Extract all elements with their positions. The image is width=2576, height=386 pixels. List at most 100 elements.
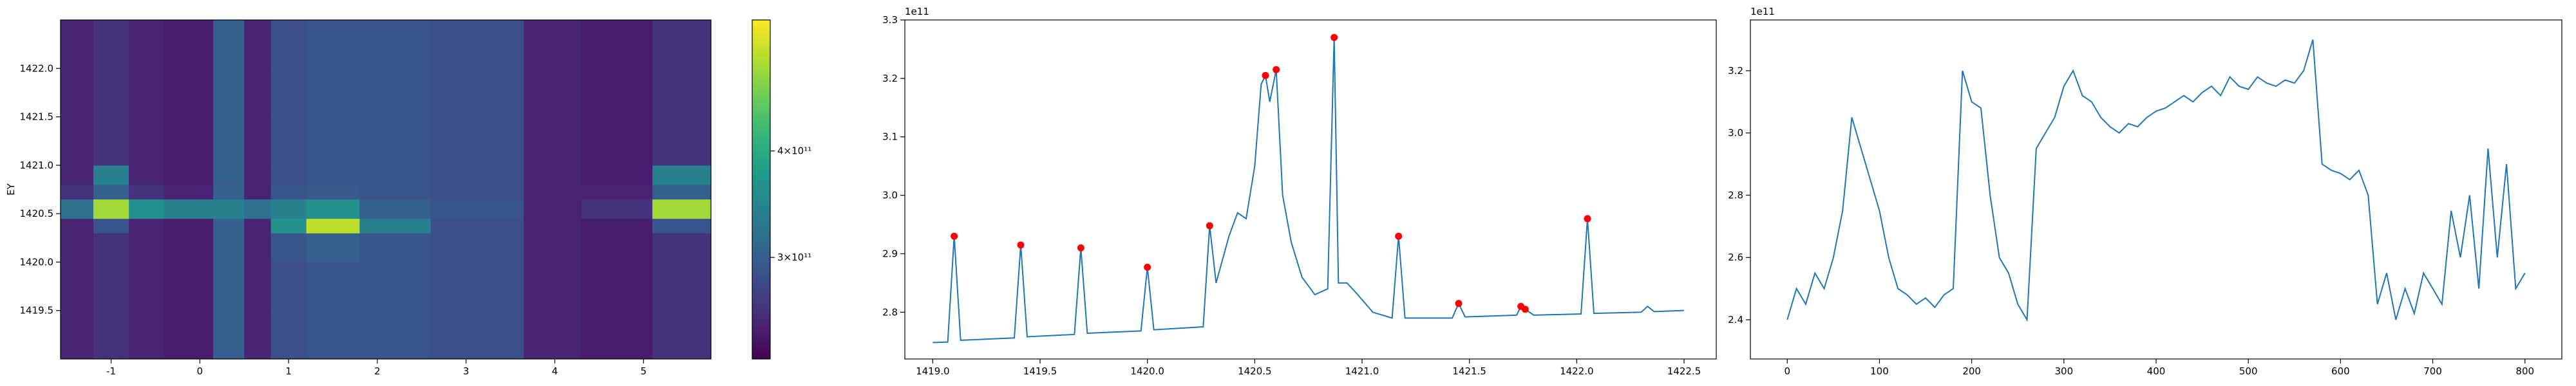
- heatmap-cell: [129, 116, 165, 166]
- heatmap-cell: [359, 310, 431, 360]
- peak-marker: [1077, 244, 1084, 252]
- heatmap-cell: [652, 116, 712, 166]
- heatmap-cell: [213, 184, 245, 200]
- heatmap-cell: [129, 218, 165, 234]
- heatmap-cell: [524, 233, 582, 262]
- heatmap-cell: [306, 165, 360, 185]
- heatmap-cell: [61, 184, 94, 200]
- peak-marker: [1395, 232, 1403, 240]
- heatmap-cell: [652, 20, 712, 69]
- peak-marker: [1455, 300, 1463, 308]
- x-tick-label: 400: [2147, 365, 2166, 377]
- heatmap-cell: [61, 68, 94, 118]
- heatmap-cell: [129, 184, 165, 200]
- data-line: [1786, 39, 2526, 322]
- x-tick-label: 3: [463, 365, 469, 377]
- heatmap-cell: [430, 68, 524, 118]
- heatmap-cell: [270, 68, 307, 118]
- y-axis-label: EY: [5, 183, 17, 195]
- heatmap-cell: [359, 116, 431, 166]
- heatmap-cell: [524, 184, 582, 200]
- heatmap-cell: [129, 20, 165, 69]
- heatmap-cell: [524, 262, 582, 311]
- x-tick-label: 1422.5: [1667, 365, 1701, 377]
- x-tick-label: 1420.5: [1238, 365, 1272, 377]
- peak-marker: [1521, 306, 1529, 313]
- heatmap-cell: [213, 310, 245, 360]
- heatmap-cell: [61, 262, 94, 311]
- y-tick-label: 3.0: [882, 190, 898, 201]
- heatmap-cell: [93, 68, 129, 118]
- heatmap-cell: [129, 165, 165, 185]
- heatmap-cell: [164, 233, 214, 262]
- heatmap-cell: [129, 310, 165, 360]
- heatmap-cell: [430, 165, 524, 185]
- heatmap-cell: [213, 199, 245, 219]
- heatmap-cell: [244, 199, 272, 219]
- heatmap-cell: [164, 218, 214, 234]
- heatmap-cell: [359, 184, 431, 200]
- heatmap-cell: [306, 233, 360, 262]
- heatmap-cell: [213, 262, 245, 311]
- heatmap-cell: [524, 68, 582, 118]
- heatmap-cell: [524, 116, 582, 166]
- heatmap-cell: [430, 262, 524, 311]
- y-tick-label: 2.9: [882, 248, 898, 259]
- x-tick-label: 700: [2423, 365, 2442, 377]
- x-tick-label: 600: [2331, 365, 2350, 377]
- heatmap-cell: [652, 233, 712, 262]
- heatmap-cell: [359, 165, 431, 185]
- heatmap-cell: [581, 68, 653, 118]
- x-tick-label: -1: [106, 365, 116, 377]
- axes-frame: [60, 19, 712, 360]
- heatmap-cell: [306, 20, 360, 69]
- y-offset-label: 1e11: [905, 6, 929, 17]
- x-tick-label: 100: [1870, 365, 1889, 377]
- x-tick-label: 500: [2239, 365, 2258, 377]
- heatmap-cell: [581, 199, 653, 219]
- heatmap-cell: [306, 184, 360, 200]
- y-tick-label: 2.4: [1728, 314, 1743, 326]
- heatmap-cell: [306, 218, 360, 234]
- heatmap-cell: [581, 233, 653, 262]
- heatmap-cell: [270, 165, 307, 185]
- heatmap-cell: [306, 68, 360, 118]
- heatmap-cell: [164, 165, 214, 185]
- heatmap-cell: [213, 20, 245, 69]
- heatmap-cell: [524, 310, 582, 360]
- heatmap-cell: [581, 165, 653, 185]
- colorbar-tick-label: 3×10¹¹: [777, 252, 811, 263]
- peak-marker: [1206, 222, 1213, 230]
- y-offset-label: 1e11: [1750, 6, 1775, 17]
- y-tick-label: 1419.5: [20, 305, 54, 317]
- heatmap-cell: [244, 116, 272, 166]
- x-tick-label: 1419.0: [916, 365, 950, 377]
- y-tick-label: 3.0: [1728, 127, 1743, 139]
- y-tick-label: 1420.5: [20, 208, 54, 219]
- x-tick-label: 800: [2515, 365, 2534, 377]
- heatmap-cell: [93, 20, 129, 69]
- heatmap-cell: [244, 218, 272, 234]
- heatmap-cell: [61, 20, 94, 69]
- heatmap-cell: [581, 262, 653, 311]
- y-tick-label: 3.3: [882, 14, 898, 26]
- peak-marker: [1262, 71, 1269, 79]
- heatmap-cell: [581, 310, 653, 360]
- heatmap-cell: [61, 199, 94, 219]
- heatmap-cell: [306, 116, 360, 166]
- x-tick-label: 300: [2054, 365, 2073, 377]
- heatmap-cell: [61, 165, 94, 185]
- heatmap-cell: [93, 262, 129, 311]
- heatmap-cell: [359, 20, 431, 69]
- heatmap-cell: [270, 233, 307, 262]
- heatmap-cell: [93, 165, 129, 185]
- heatmap-cell: [129, 199, 165, 219]
- x-tick-label: 1422.0: [1560, 365, 1594, 377]
- heatmap-cell: [61, 310, 94, 360]
- y-tick-label: 1420.0: [20, 256, 54, 268]
- heatmap-cell: [213, 233, 245, 262]
- colorbar-tick-label: 4×10¹¹: [777, 145, 811, 157]
- heatmap-cell: [164, 310, 214, 360]
- heatmap-cell: [164, 116, 214, 166]
